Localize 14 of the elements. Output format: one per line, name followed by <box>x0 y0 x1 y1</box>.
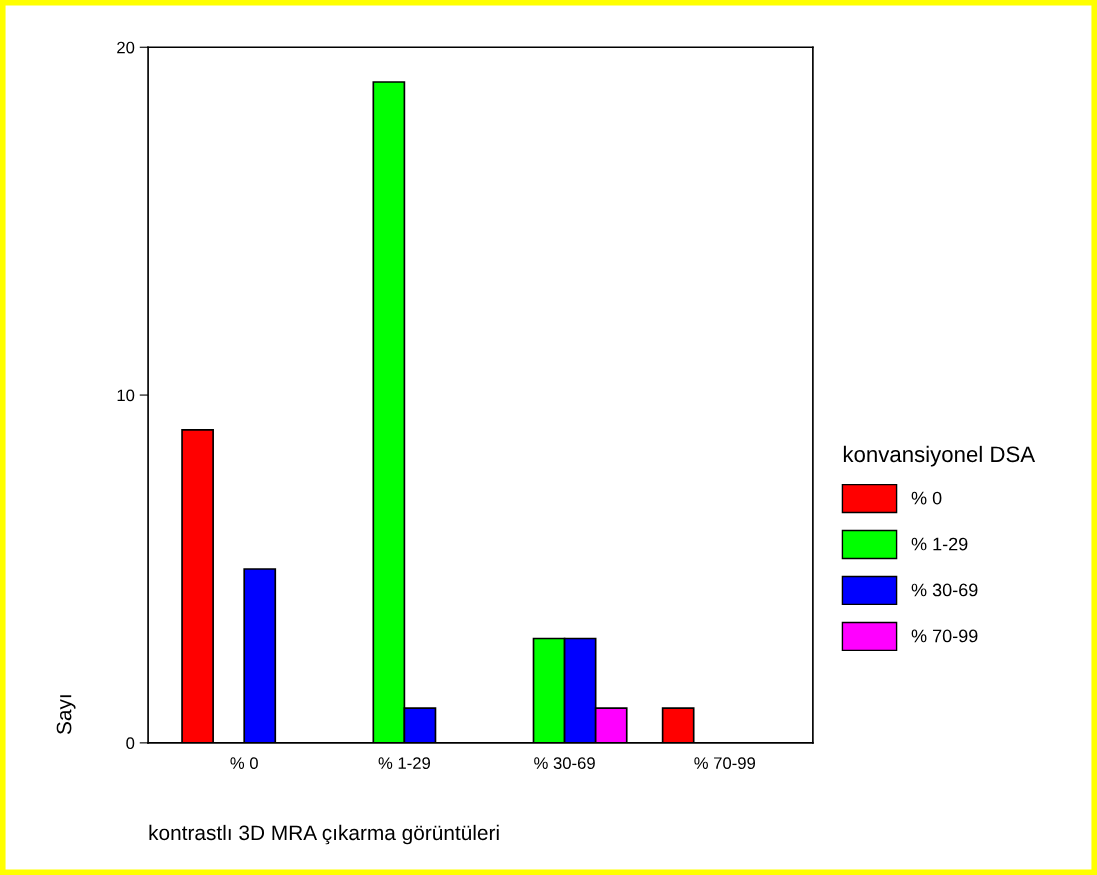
legend-label: % 30-69 <box>911 583 978 597</box>
legend-title: konvansiyonel DSA <box>843 445 1036 467</box>
y-tick-label: 10 <box>117 389 135 402</box>
x-tick-label: % 30-69 <box>534 757 595 770</box>
legend-label: % 0 <box>911 491 942 505</box>
y-tick-label: 0 <box>126 737 135 750</box>
legend-label: % 70-99 <box>911 629 978 643</box>
x-tick-label: % 1-29 <box>378 757 431 770</box>
y-tick-label: 20 <box>117 41 135 54</box>
x-axis-title: kontrastlı 3D MRA çıkarma görüntüleri <box>149 824 499 845</box>
x-tick-label: % 70-99 <box>694 757 756 770</box>
x-tick-label: % 0 <box>230 757 258 770</box>
legend-label: % 1-29 <box>911 537 968 551</box>
y-axis-title: Sayı <box>56 695 76 735</box>
